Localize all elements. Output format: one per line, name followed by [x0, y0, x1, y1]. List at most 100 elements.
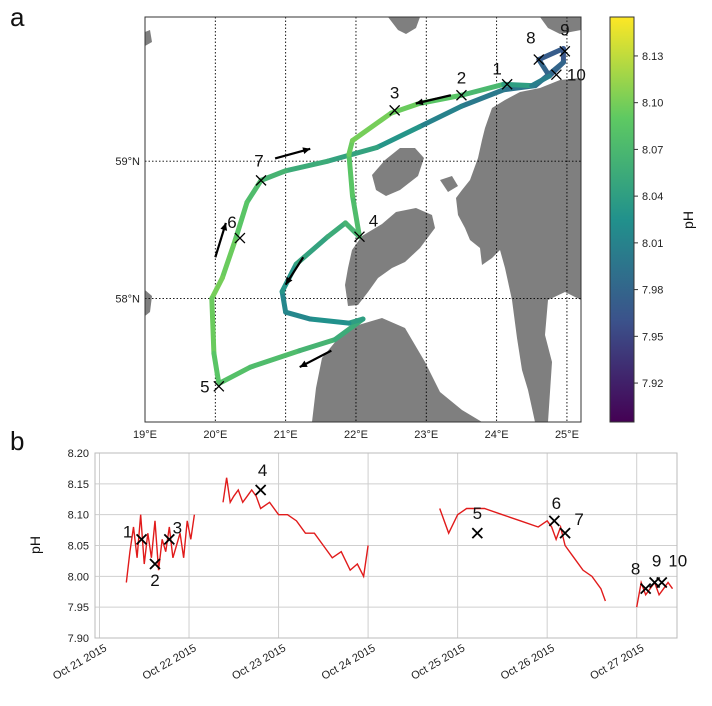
line-station-marker: [559, 527, 571, 539]
colorbar-ticks: 8.13 8.10 8.07 8.04 8.01 7.98 7.95 7.92: [634, 51, 663, 390]
map-station-label: 3: [390, 83, 399, 102]
line-x-tick: Oct 21 2015: [51, 642, 109, 682]
colorbar-label: pH: [680, 211, 696, 229]
map-station-marker: [501, 78, 513, 90]
line-y-ticks: 8.20 8.15 8.10 8.05 8.00 7.95 7.90: [68, 448, 89, 645]
colorbar-tick-label: 7.98: [642, 285, 663, 297]
line-y-tick: 8.10: [68, 510, 89, 522]
track-segment: [349, 110, 394, 144]
line-y-tick: 8.15: [68, 479, 89, 491]
track-segment: [283, 158, 331, 174]
line-x-tick: Oct 23 2015: [230, 642, 288, 682]
track-segment: [216, 364, 253, 387]
map-station-label: 5: [200, 377, 209, 396]
line-frame: [94, 452, 678, 639]
map-y-tick: 58°N: [115, 293, 140, 305]
line-x-ticks: Oct 21 2015 Oct 22 2015 Oct 23 2015 Oct 24 …: [51, 642, 646, 682]
map-panel: 1 2 3 4 5 6 7 8 9 10 19°E 20°E 21°E 22°E 23°E 24°E 25°E…: [115, 16, 586, 441]
land-small-island: [440, 176, 458, 192]
line-station-label: 5: [473, 504, 482, 523]
map-x-tick: 24°E: [485, 429, 509, 441]
colorbar-tick-label: 7.95: [642, 331, 663, 343]
land-hiiumaa: [372, 148, 424, 196]
track-segment: [219, 238, 238, 281]
direction-arrow-head: [299, 360, 308, 368]
line-y-tick: 8.00: [68, 571, 89, 583]
line-y-label: pH: [27, 536, 43, 554]
map-y-ticks: 59°N 58°N: [115, 156, 140, 305]
ph-series-1: [222, 477, 369, 579]
land-latvia: [312, 318, 482, 422]
line-y-tick: 8.20: [68, 448, 89, 460]
track-segment: [297, 337, 338, 354]
track-segment: [374, 124, 422, 150]
map-station-marker: [389, 104, 401, 116]
track-segment: [283, 309, 313, 322]
map-station-label: 9: [560, 20, 569, 39]
line-y-tick: 8.05: [68, 541, 89, 553]
line-station-marker: [548, 515, 560, 527]
colorbar-gradient: [609, 16, 635, 423]
line-y-tick: 7.95: [68, 602, 89, 614]
map-station-marker: [255, 174, 267, 186]
direction-arrow-head: [285, 276, 293, 285]
line-station-label: 1: [123, 522, 132, 541]
colorbar-tick-label: 8.04: [642, 191, 663, 203]
map-station-label: 2: [457, 68, 466, 87]
direction-arrow-head: [302, 147, 311, 155]
track-segment: [325, 220, 348, 240]
land-estonia-mainland: [456, 78, 581, 422]
line-station-label: 10: [668, 552, 687, 571]
direction-arrow-head: [415, 98, 424, 106]
line-station-marker: [149, 558, 161, 570]
line-x-tick: Oct 24 2015: [320, 642, 378, 682]
map-station-label: 1: [492, 59, 501, 78]
map-station-marker: [533, 54, 545, 66]
map-x-tick: 20°E: [203, 429, 227, 441]
map-station-label: 4: [369, 212, 378, 231]
panel-b-label: b: [10, 426, 24, 456]
track-segment: [325, 144, 380, 164]
map-station-marker: [354, 231, 365, 243]
track-segment: [247, 348, 303, 370]
line-station-label: 9: [652, 552, 661, 571]
track-segment: [349, 192, 362, 240]
map-x-tick: 19°E: [133, 429, 157, 441]
track-segment: [458, 81, 507, 98]
track-segment: [416, 103, 464, 130]
track-segment: [307, 316, 352, 326]
map-station-label: 7: [254, 151, 263, 170]
track-segment: [209, 295, 217, 356]
line-station-marker: [656, 576, 668, 589]
colorbar: 8.13 8.10 8.07 8.04 8.01 7.98 7.95 7.92 pH: [609, 16, 696, 423]
map-x-ticks: 19°E 20°E 21°E 22°E 23°E 24°E 25°E: [133, 429, 579, 441]
map-station-marker: [559, 45, 571, 57]
line-x-tick: Oct 22 2015: [141, 642, 199, 682]
track-segment: [258, 168, 289, 183]
land-layer: [145, 17, 581, 422]
map-station-label: 6: [227, 213, 236, 232]
track-segment: [244, 177, 264, 205]
line-station-marker: [163, 533, 175, 545]
line-x-tick: Oct 26 2015: [499, 642, 557, 682]
colorbar-tick-label: 8.13: [642, 51, 663, 63]
map-y-tick: 59°N: [115, 156, 140, 168]
line-station-label: 8: [631, 560, 640, 579]
map-x-tick: 21°E: [274, 429, 298, 441]
map-station-marker: [234, 232, 246, 244]
colorbar-tick-label: 7.92: [642, 378, 663, 390]
map-x-tick: 23°E: [414, 429, 438, 441]
track-segment: [529, 73, 552, 89]
track-segment: [536, 46, 566, 63]
line-station-label: 6: [552, 494, 561, 513]
direction-arrow-head: [220, 222, 228, 231]
land-finland: [388, 17, 581, 34]
colorbar-tick-label: 8.07: [642, 144, 663, 156]
line-station-label: 4: [258, 461, 267, 480]
map-x-tick: 22°E: [344, 429, 368, 441]
direction-arrows: [214, 94, 452, 369]
track-segment: [458, 87, 507, 109]
